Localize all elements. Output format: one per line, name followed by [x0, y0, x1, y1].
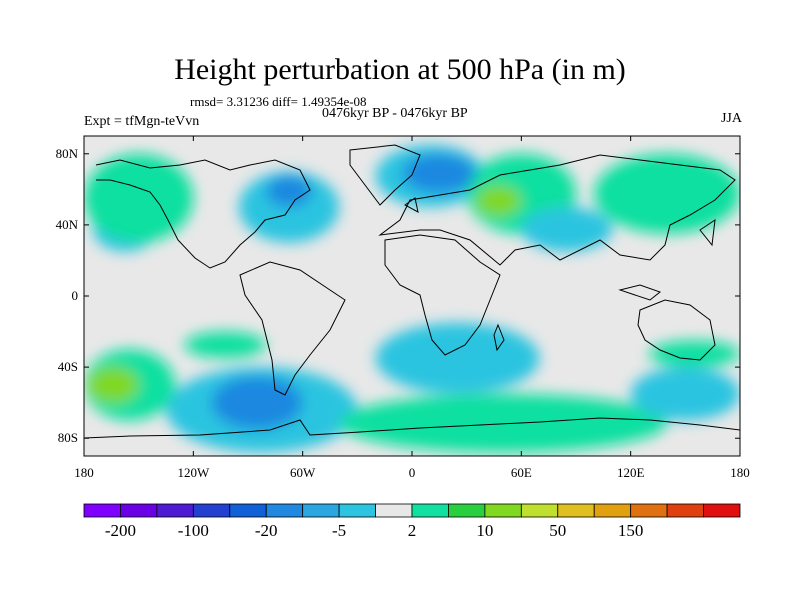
period-text: 0476kyr BP - 0476kyr BP [322, 106, 468, 121]
anomaly-region [475, 185, 522, 216]
colorbar-swatch [484, 503, 522, 518]
colorbar-swatch [375, 503, 413, 518]
colorbar-label: -100 [178, 521, 209, 540]
season-text: JJA [720, 111, 742, 126]
anomaly-region [594, 153, 740, 234]
colorbar-label: -200 [105, 521, 136, 540]
anomaly-region [84, 153, 194, 243]
experiment-text: Expt = tfMgn-teVvn [84, 114, 200, 129]
y-axis: 80N 40N 0 40S 80S [56, 146, 740, 445]
stats-text: rmsd= 3.31236 diff= 1.49354e-08 [190, 94, 367, 109]
anomaly-region [630, 367, 740, 421]
anomaly-region [402, 153, 476, 193]
page-title: Height perturbation at 500 hPa (in m) [174, 53, 626, 86]
colorbar-swatch [229, 503, 267, 518]
colorbar-label: 50 [549, 521, 566, 540]
coastline-south-america [239, 261, 346, 396]
colorbar-label: -20 [255, 521, 278, 540]
x-tick-label: 120E [617, 465, 645, 480]
colorbar-label: 10 [476, 521, 493, 540]
x-tick-label: 60E [511, 465, 532, 480]
coastline-madagascar [493, 323, 505, 352]
coastline-antarctica [84, 417, 740, 439]
coastline-north-america [95, 159, 311, 269]
x-tick-label: 120W [177, 465, 210, 480]
coastline-africa [384, 234, 501, 356]
y-tick-label: 40N [56, 217, 79, 232]
anomaly-region [87, 367, 139, 403]
x-tick-label: 180 [730, 465, 750, 480]
x-tick-label: 0 [409, 465, 416, 480]
x-tick-label: 60W [290, 465, 316, 480]
colorbar-swatch [703, 503, 741, 518]
anomaly-region [648, 340, 740, 368]
colorbar-swatch [265, 503, 304, 518]
anomaly-region [339, 393, 668, 453]
anomaly-region [521, 207, 613, 252]
colorbar: -200 -100 -20 -5 2 10 50 150 [83, 503, 741, 540]
colorbar-swatch [120, 503, 158, 518]
colorbar-label: 2 [408, 521, 417, 540]
map-plot-area [83, 135, 741, 457]
coastlines [84, 144, 740, 439]
anomaly-region [184, 331, 267, 359]
x-axis: 180 120W 60W 0 60E 120E 180 [74, 136, 750, 480]
colorbar-swatch [302, 503, 340, 518]
colorbar-label: -5 [332, 521, 346, 540]
colorbar-swatch [411, 503, 449, 518]
colorbar-swatch [448, 503, 486, 518]
colorbar-swatch [338, 503, 376, 518]
y-tick-label: 40S [58, 359, 78, 374]
colorbar-swatch [192, 503, 231, 518]
y-tick-label: 0 [72, 288, 79, 303]
colorbar-swatch [666, 503, 704, 518]
coastline-australia [637, 299, 716, 361]
colorbar-swatch [630, 503, 668, 518]
anomaly-region [266, 175, 312, 208]
anomaly-region [211, 376, 303, 430]
y-tick-label: 80N [56, 146, 79, 161]
anomaly-field [84, 144, 740, 453]
colorbar-label: 150 [618, 521, 644, 540]
coastline-islands [404, 197, 716, 301]
coastline-eurasia [378, 154, 736, 266]
colorbar-swatch [156, 503, 194, 518]
colorbar-swatch [593, 503, 632, 518]
colorbar-swatch [83, 503, 121, 518]
y-tick-label: 80S [58, 430, 78, 445]
anomaly-region [375, 322, 540, 394]
colorbar-swatch [520, 503, 559, 518]
x-tick-label: 180 [74, 465, 94, 480]
coastline-greenland [349, 144, 421, 206]
colorbar-swatch [557, 503, 595, 518]
